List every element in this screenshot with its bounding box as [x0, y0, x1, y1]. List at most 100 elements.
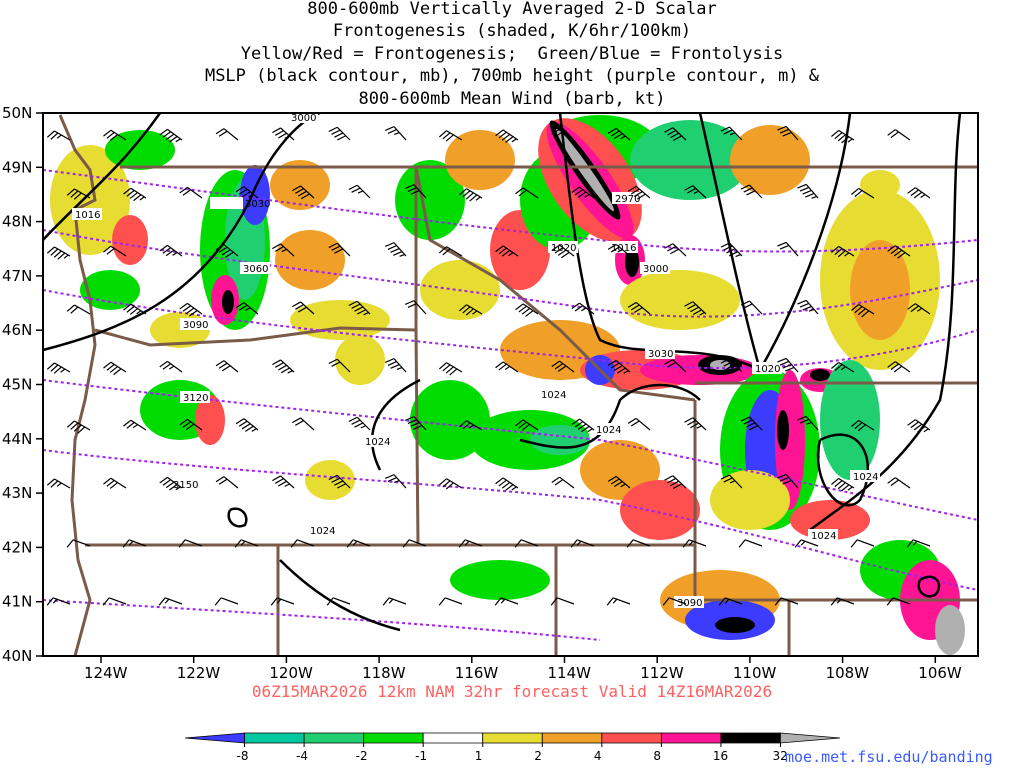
lon-label: 110W: [733, 664, 777, 682]
colorbar-swatch: [660, 732, 722, 744]
shade-blob: [530, 425, 590, 455]
shade-blob: [810, 369, 830, 381]
wind-barb: [385, 474, 407, 489]
credit-url[interactable]: moe.met.fsu.edu/banding: [785, 748, 993, 766]
wind-barb: [515, 303, 539, 317]
wind-barb: [123, 187, 147, 202]
wind-barb: [103, 245, 127, 257]
mslp-contour: [227, 507, 248, 528]
height-label: 3030: [245, 199, 270, 210]
wind-barb: [571, 418, 595, 433]
wind-barb: [774, 597, 799, 606]
shade-blob: [305, 460, 355, 500]
wind-barb: [66, 188, 91, 200]
mslp-contour: [370, 378, 421, 471]
wind-barb: [235, 418, 259, 432]
colorbar-label: -8: [237, 749, 249, 763]
wind-barb: [385, 126, 407, 141]
colorbar-swatch: [422, 732, 484, 744]
height-contour: [42, 379, 979, 521]
height-label: 3090: [183, 320, 208, 331]
wind-barb: [906, 539, 931, 548]
lon-label: 116W: [455, 664, 499, 682]
lat-label: 42N: [2, 538, 32, 556]
wind-barb: [438, 597, 463, 606]
wind-barb: [887, 129, 911, 141]
lat-label: 49N: [2, 158, 32, 176]
shade-blob: [620, 270, 740, 330]
wind-barb: [720, 242, 743, 258]
wind-barb: [235, 186, 259, 199]
mslp-contour: [698, 112, 762, 371]
wind-barb: [385, 358, 407, 373]
mslp-contours: [42, 111, 962, 632]
frontogenesis-shading: [50, 115, 965, 655]
wind-barb: [348, 416, 371, 431]
colorbar-swatch: [601, 732, 662, 744]
mslp-contour: [809, 112, 962, 532]
colorbar-label: 8: [653, 749, 661, 763]
shade-blob: [395, 160, 465, 240]
mslp-contour: [42, 112, 162, 241]
colorbar-label: -4: [296, 749, 308, 763]
wind-barb: [740, 184, 763, 199]
wind-barb: [907, 187, 931, 199]
lat-label: 50N: [2, 104, 32, 122]
colorbar-label: 2: [534, 749, 542, 763]
lat-label: 47N: [2, 267, 32, 285]
mslp-label: 1024: [310, 526, 335, 537]
wind-barb: [438, 130, 463, 142]
wind-barb: [831, 477, 855, 492]
shade-blob: [860, 170, 900, 200]
lon-label: 120W: [269, 664, 313, 682]
wind-barb: [458, 188, 483, 202]
wind-barb: [178, 539, 203, 548]
lon-label: 114W: [548, 664, 592, 682]
shade-blob: [445, 130, 515, 190]
wind-barb: [66, 304, 91, 315]
wind-barb: [850, 539, 875, 548]
wind-barb: [438, 478, 463, 490]
wind-barb: [886, 597, 911, 606]
wind-barb: [851, 303, 875, 318]
shade-blob: [222, 290, 234, 314]
wind-barb: [551, 128, 575, 141]
wind-barb: [405, 300, 427, 315]
wind-barb: [46, 478, 71, 489]
lon-label: 112W: [640, 664, 684, 682]
lat-label: 45N: [2, 376, 32, 394]
wind-barb: [270, 597, 295, 606]
title-line-1: 800-600mb Vertically Averaged 2-D Scalar: [307, 0, 717, 19]
wind-barb: [122, 539, 147, 548]
wind-barb: [66, 539, 91, 548]
shade-blob: [450, 560, 550, 600]
mslp-label: 1024: [541, 390, 566, 401]
height-label: 3030: [648, 349, 673, 360]
colorbar: -8 -4 -2 -1 1 2 4 8 16 32: [184, 732, 841, 763]
wind-barb: [46, 362, 71, 374]
wind-barb: [179, 418, 203, 431]
forecast-validity: 06Z15MAR2026 12km NAM 32hr forecast Vali…: [251, 682, 773, 701]
wind-barb: [215, 128, 239, 141]
wind-barb: [797, 415, 819, 431]
lat-label: 41N: [2, 593, 32, 611]
wind-barb: [740, 416, 763, 431]
colorbar-label: 32: [772, 749, 787, 763]
wind-barb: [159, 244, 183, 257]
shade-blob: [850, 240, 910, 340]
shade-blob: [630, 120, 750, 200]
wind-barb: [682, 539, 707, 548]
title-line-4: MSLP (black contour, mb), 700mb height (…: [204, 66, 820, 86]
wind-barb: [290, 539, 315, 548]
wind-barb: [664, 127, 687, 141]
shade-blob: [270, 160, 330, 210]
wind-barb: [235, 302, 259, 315]
wind-barb: [720, 358, 743, 373]
shade-blob: [935, 605, 965, 655]
wind-barb: [385, 242, 407, 257]
wind-barb: [438, 362, 463, 376]
wind-barb: [607, 243, 631, 257]
wind-barb: [718, 597, 743, 606]
wind-barb: [831, 361, 855, 373]
